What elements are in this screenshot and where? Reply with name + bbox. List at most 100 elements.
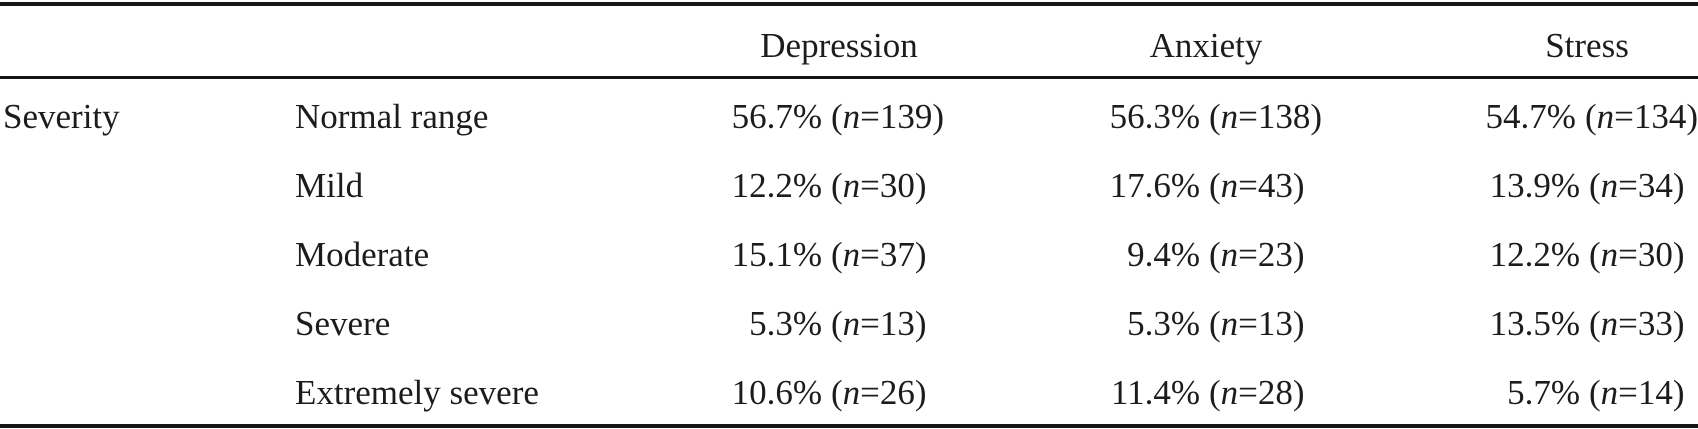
paren-close: ) — [1686, 96, 1698, 136]
value-cell-anxiety: 17.6% (n=43) — [955, 166, 1335, 206]
n-value: 134 — [1633, 96, 1687, 136]
percent-value: 12.2% — [1489, 234, 1580, 274]
row-label: Moderate — [295, 234, 430, 274]
n-symbol: n — [842, 234, 861, 274]
table-row: Severity Normal range 56.7% (n=139) 56.3%… — [0, 79, 1698, 148]
paren-close: ) — [914, 372, 927, 412]
value-cell-stress: 13.5% (n=33) — [1335, 304, 1698, 344]
paren-open: ( — [1209, 96, 1221, 136]
n-symbol: n — [1596, 96, 1615, 136]
table-row: Moderate 15.1% (n=37) 9.4% (n=23) 12.2% (n=… — [0, 217, 1698, 286]
paren-open: ( — [1209, 234, 1221, 274]
paren-open: ( — [831, 96, 843, 136]
paren-close: ) — [1292, 165, 1305, 205]
equals-sign: = — [860, 234, 880, 274]
n-symbol: n — [842, 372, 861, 412]
paren-close: ) — [1672, 303, 1685, 343]
equals-sign: = — [1238, 372, 1258, 412]
equals-sign: = — [860, 303, 880, 343]
paren-close: ) — [914, 303, 927, 343]
sample-count: (n=43) — [1209, 166, 1305, 206]
n-symbol: n — [1600, 234, 1619, 274]
percent-value: 56.7% — [731, 96, 822, 136]
table-row: Mild 12.2% (n=30) 17.6% (n=43) 13.9% (n=34) — [0, 148, 1698, 217]
table-row: Extremely severe 10.6% (n=26) 11.4% (n=28)… — [0, 355, 1698, 424]
n-value: 34 — [1637, 165, 1673, 205]
paren-close: ) — [1672, 165, 1685, 205]
value-cell-anxiety: 5.3% (n=13) — [955, 304, 1335, 344]
n-value: 13 — [879, 303, 915, 343]
percent-value: 13.5% — [1489, 303, 1580, 343]
sample-count: (n=28) — [1209, 373, 1305, 413]
n-value: 26 — [879, 372, 915, 412]
paren-open: ( — [1584, 96, 1597, 136]
percent-value: 13.9% — [1489, 165, 1580, 205]
equals-sign: = — [1238, 234, 1258, 274]
table-row: Severe 5.3% (n=13) 5.3% (n=13) 13.5% (n=33) — [0, 286, 1698, 355]
equals-sign: = — [1618, 303, 1638, 343]
value-cell-depression: 5.3% (n=13) — [660, 304, 955, 344]
row-label: Severe — [295, 303, 391, 343]
paren-close: ) — [914, 234, 927, 274]
n-symbol: n — [1220, 303, 1239, 343]
n-value: 28 — [1257, 372, 1293, 412]
paren-open: ( — [1589, 165, 1601, 205]
paren-open: ( — [1209, 165, 1221, 205]
n-symbol: n — [1600, 372, 1619, 412]
paren-close: ) — [1672, 234, 1685, 274]
n-value: 37 — [879, 234, 915, 274]
sample-count: (n=14) — [1589, 373, 1685, 413]
equals-sign: = — [1238, 96, 1258, 136]
value-cell-stress: 54.7% (n=134) — [1335, 97, 1698, 137]
n-symbol: n — [842, 96, 861, 136]
percent-value: 15.1% — [731, 234, 822, 274]
sample-count: (n=138) — [1209, 97, 1322, 137]
row-label: Normal range — [295, 96, 489, 136]
sample-count: (n=139) — [831, 97, 944, 137]
row-label: Extremely severe — [295, 372, 539, 412]
sample-count: (n=33) — [1589, 304, 1685, 344]
percent-value: 5.3% — [749, 303, 822, 343]
sample-count: (n=30) — [831, 166, 927, 206]
sample-count: (n=37) — [831, 235, 927, 275]
row-group-label: Severity — [3, 96, 120, 136]
n-value: 33 — [1637, 303, 1673, 343]
n-symbol: n — [1600, 165, 1619, 205]
n-value: 30 — [1637, 234, 1673, 274]
equals-sign: = — [1614, 96, 1634, 136]
sample-count: (n=13) — [831, 304, 927, 344]
value-cell-depression: 12.2% (n=30) — [660, 166, 955, 206]
equals-sign: = — [1618, 234, 1638, 274]
paren-open: ( — [1209, 372, 1221, 412]
n-value: 30 — [879, 165, 915, 205]
n-symbol: n — [1220, 165, 1239, 205]
percent-value: 12.2% — [731, 165, 822, 205]
n-value: 43 — [1257, 165, 1293, 205]
percent-value: 10.6% — [731, 372, 822, 412]
value-cell-depression: 56.7% (n=139) — [660, 97, 955, 137]
paren-open: ( — [1589, 234, 1601, 274]
sample-count: (n=134) — [1585, 97, 1698, 137]
paren-open: ( — [1589, 372, 1601, 412]
paren-open: ( — [831, 372, 843, 412]
paren-close: ) — [1292, 234, 1305, 274]
n-value: 139 — [879, 96, 933, 136]
equals-sign: = — [860, 372, 880, 412]
percent-value: 5.7% — [1507, 372, 1580, 412]
table-header-row: Depression Anxiety Stress — [0, 6, 1698, 79]
value-cell-stress: 13.9% (n=34) — [1335, 166, 1698, 206]
paren-open: ( — [1589, 303, 1601, 343]
paren-open: ( — [831, 234, 843, 274]
paren-close: ) — [1292, 372, 1305, 412]
paren-close: ) — [1310, 96, 1323, 136]
value-cell-anxiety: 56.3% (n=138) — [955, 97, 1335, 137]
value-cell-depression: 10.6% (n=26) — [660, 373, 955, 413]
percent-value: 9.4% — [1127, 234, 1200, 274]
n-value: 13 — [1257, 303, 1293, 343]
equals-sign: = — [860, 165, 880, 205]
value-cell-stress: 5.7% (n=14) — [1335, 373, 1698, 413]
paren-close: ) — [932, 96, 945, 136]
paren-open: ( — [1209, 303, 1221, 343]
paren-close: ) — [1292, 303, 1305, 343]
